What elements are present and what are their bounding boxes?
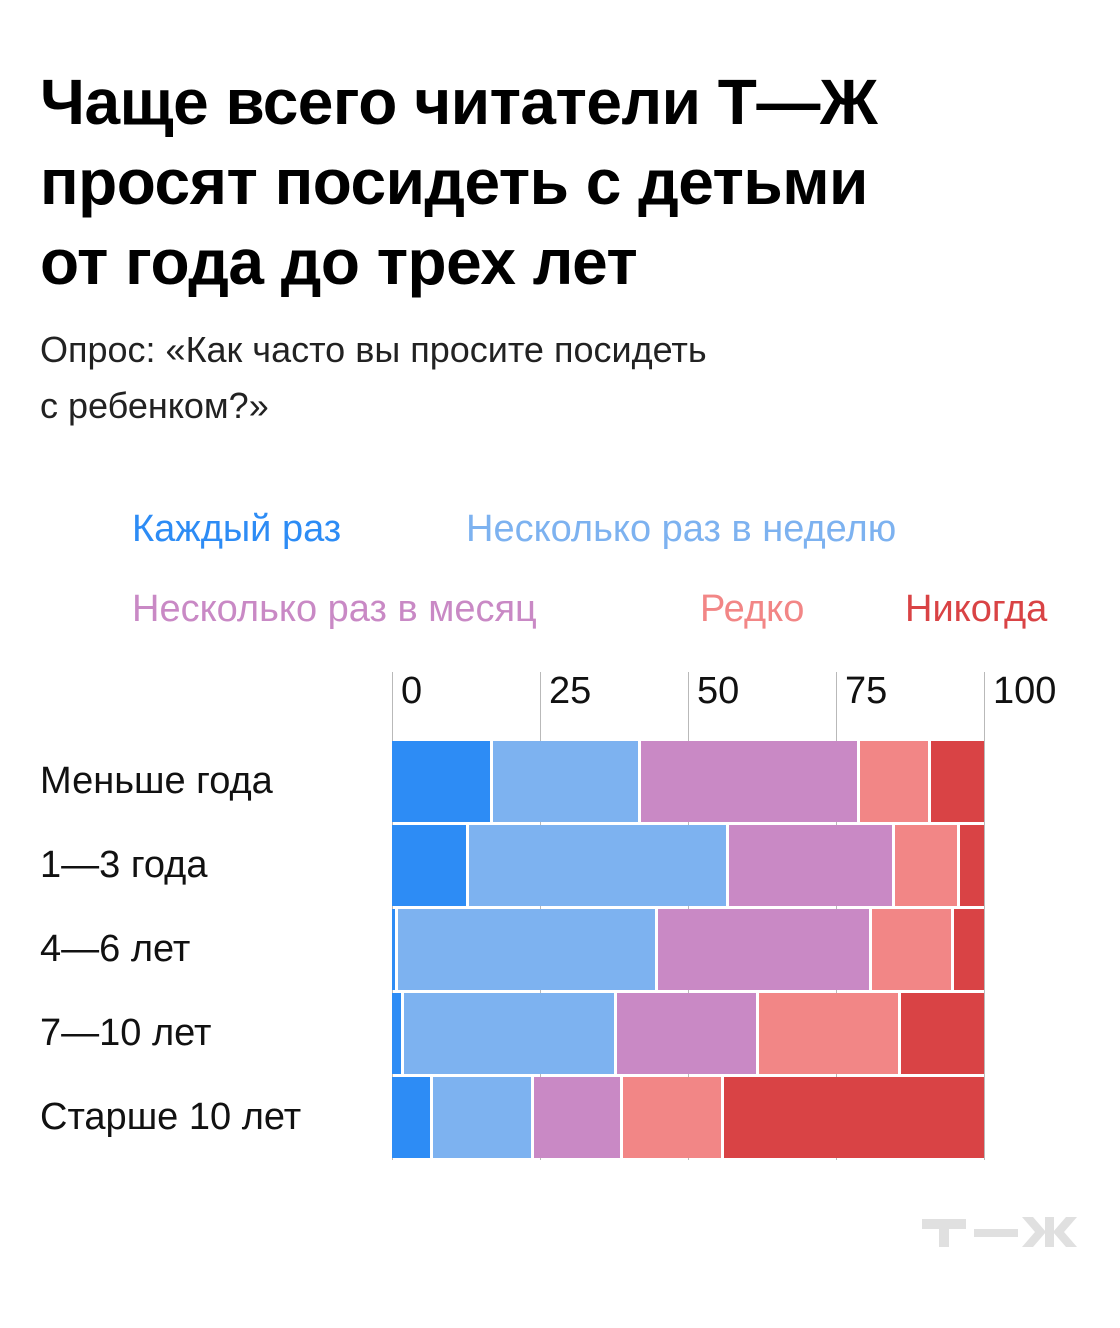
- bar-segment: [622, 1077, 724, 1158]
- legend-item-rarely: Редко: [700, 588, 805, 630]
- bar-segment: [433, 1077, 535, 1158]
- bar-segment: [392, 825, 469, 906]
- bar-segment: [468, 825, 730, 906]
- category-label: 1—3 года: [40, 844, 208, 886]
- x-tick-label: 0: [401, 670, 423, 712]
- title-line: от года до трех лет: [40, 226, 638, 298]
- bar-segment: [954, 909, 984, 990]
- title-line: просят посидеть с детьми: [40, 146, 868, 218]
- bar-segment: [895, 825, 961, 906]
- bar-segment: [930, 741, 984, 822]
- category-label: 7—10 лет: [40, 1012, 212, 1054]
- subtitle-line: с ребенком?»: [40, 385, 269, 426]
- bar-segment: [960, 825, 984, 906]
- legend-item-monthly: Несколько раз в месяц: [132, 588, 537, 630]
- bar-segment: [901, 993, 984, 1074]
- bar-segment: [729, 825, 896, 906]
- bar-segment: [392, 909, 398, 990]
- x-tick-label: 75: [845, 670, 888, 712]
- legend-item-weekly: Несколько раз в неделю: [466, 508, 897, 550]
- chart-title: Чаще всего читатели Т—Ж просят посидеть …: [40, 62, 1080, 302]
- tzh-logo-icon: [922, 1217, 1077, 1247]
- category-label: Старше 10 лет: [40, 1096, 302, 1138]
- bar-segment: [640, 741, 860, 822]
- bar-segment: [616, 993, 760, 1074]
- bar-segment: [492, 741, 641, 822]
- bar-segment: [397, 909, 659, 990]
- bar-segment: [392, 1077, 434, 1158]
- bar-segment: [723, 1077, 984, 1158]
- bar-segment: [534, 1077, 623, 1158]
- bar-segment: [392, 741, 493, 822]
- bar-segment: [392, 993, 404, 1074]
- gridline: [983, 672, 985, 1160]
- x-tick-label: 50: [697, 670, 740, 712]
- bar-segment: [403, 993, 617, 1074]
- chart-subtitle: Опрос: «Как часто вы просите посидеть с …: [40, 322, 1040, 434]
- x-tick-label: 100: [993, 670, 1057, 712]
- legend-item-never: Никогда: [905, 588, 1048, 630]
- category-label: Меньше года: [40, 760, 273, 802]
- title-line: Чаще всего читатели Т—Ж: [40, 66, 878, 138]
- bar-segment: [871, 909, 955, 990]
- bar-segment: [859, 741, 931, 822]
- bar-segment: [658, 909, 872, 990]
- category-label: 4—6 лет: [40, 928, 191, 970]
- legend-item-every-time: Каждый раз: [132, 508, 342, 550]
- x-tick-label: 25: [549, 670, 592, 712]
- subtitle-line: Опрос: «Как часто вы просите посидеть: [40, 329, 707, 370]
- bar-segment: [759, 993, 902, 1074]
